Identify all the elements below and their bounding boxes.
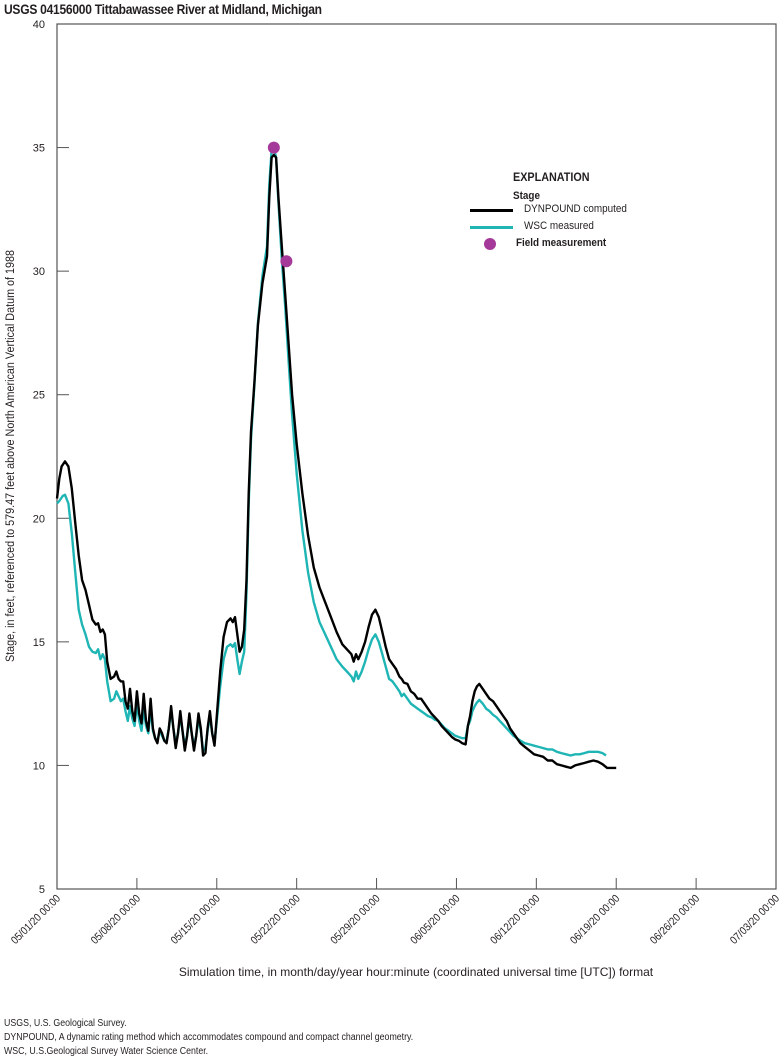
purple-dot-swatch-icon [484, 238, 496, 250]
x-axis-title: Simulation time, in month/day/year hour:… [179, 965, 654, 979]
footnote: WSC, U.S.Geological Survey Water Science… [4, 1046, 209, 1057]
x-tick-label: 05/08/20 00:00 [89, 893, 143, 947]
x-axis: 05/01/20 00:00 05/08/20 00:00 05/15/20 00:… [9, 878, 782, 947]
footnote: USGS, U.S. Geological Survey. [4, 1018, 127, 1029]
y-tick-label: 25 [33, 390, 45, 402]
x-tick-label: 06/19/20 00:00 [569, 893, 623, 947]
x-tick-label: 06/05/20 00:00 [409, 893, 463, 947]
x-tick-label: 06/12/20 00:00 [489, 893, 543, 947]
dynpound-computed-line [55, 153, 617, 770]
x-tick-label: 05/15/20 00:00 [169, 893, 223, 947]
legend-heading: EXPLANATION [513, 170, 590, 184]
legend: EXPLANATION Stage DYNPOUND computed WSC … [466, 170, 656, 253]
teal-line-swatch-icon [470, 226, 513, 229]
x-tick-label: 05/01/20 00:00 [9, 893, 63, 947]
legend-item-wsc: WSC measured [466, 219, 656, 236]
x-tick-label: 06/26/20 00:00 [648, 893, 702, 947]
y-tick-label: 20 [33, 513, 45, 525]
y-tick-label: 40 [33, 19, 45, 31]
y-tick-label: 10 [33, 760, 45, 772]
chart-title: USGS 04156000 Tittabawassee River at Mid… [4, 1, 322, 17]
legend-subheading: Stage [513, 190, 540, 202]
y-axis: 5 10 15 20 25 30 35 40 [33, 19, 69, 896]
y-tick-label: 15 [33, 637, 45, 649]
x-tick-label: 05/22/20 00:00 [249, 893, 303, 947]
footnotes: USGS, U.S. Geological Survey. DYNPOUND, … [4, 1017, 413, 1059]
legend-item-dynpound: DYNPOUND computed [466, 202, 656, 219]
legend-label: WSC measured [524, 220, 594, 232]
field-measurement-point [280, 255, 293, 268]
x-tick-label: 05/29/20 00:00 [329, 893, 383, 947]
legend-item-field-measurement: Field measurement [466, 236, 656, 253]
legend-label: DYNPOUND computed [524, 203, 627, 215]
black-line-swatch-icon [470, 209, 513, 212]
plot-frame [56, 23, 777, 890]
field-measurement-point [267, 141, 280, 154]
legend-label: Field measurement [516, 237, 607, 249]
footnote: DYNPOUND, A dynamic rating method which … [4, 1032, 414, 1043]
y-tick-label: 30 [33, 266, 45, 278]
y-tick-label: 5 [39, 884, 45, 896]
x-tick-label: 07/03/20 00:00 [728, 893, 782, 947]
series-layer [55, 141, 617, 770]
y-axis-title: Stage, in feet, referenced to 579.47 fee… [5, 250, 18, 662]
y-tick-label: 35 [33, 143, 45, 155]
